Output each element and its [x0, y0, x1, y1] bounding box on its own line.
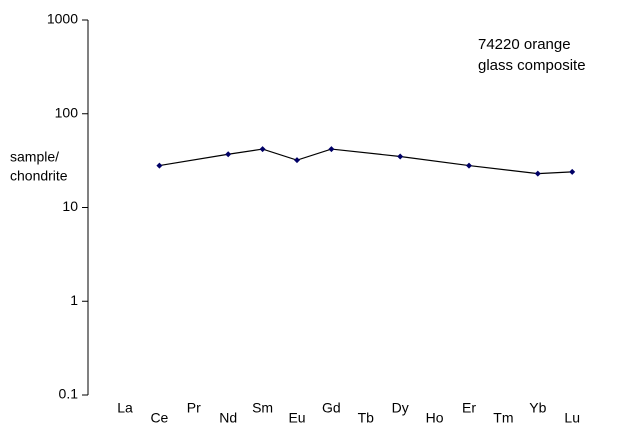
- y-tick-label: 1: [70, 292, 78, 308]
- x-tick-label: Ho: [426, 410, 444, 424]
- y-tick-label: 100: [55, 104, 79, 120]
- point: [397, 153, 404, 160]
- point: [534, 170, 541, 177]
- x-tick-label: Er: [462, 400, 476, 416]
- y-tick-label: 1000: [47, 11, 78, 27]
- point: [294, 157, 300, 164]
- x-tick-label: Pr: [187, 400, 201, 416]
- point: [466, 162, 472, 169]
- annotation: 74220 orange: [478, 36, 571, 53]
- y-tick-label: 10: [62, 198, 78, 214]
- y-tick-label: 0.1: [59, 386, 79, 402]
- point: [569, 168, 576, 175]
- x-tick-label: Ce: [150, 410, 168, 424]
- x-tick-label: Eu: [288, 410, 305, 424]
- x-tick-label: Nd: [219, 410, 237, 424]
- point: [328, 146, 335, 153]
- x-tick-label: Dy: [392, 400, 409, 416]
- series-line: [159, 148, 573, 175]
- x-tick-label: Sm: [252, 400, 273, 416]
- x-tick-label: Tb: [358, 410, 375, 424]
- annotation: glass composite: [478, 57, 586, 74]
- x-tick-label: Lu: [564, 410, 580, 424]
- y-axis-label: sample/: [10, 149, 59, 165]
- x-tick-label: La: [117, 400, 133, 416]
- point: [259, 146, 266, 153]
- y-axis-label: chondrite: [10, 168, 68, 184]
- point: [156, 162, 163, 169]
- point: [225, 151, 232, 158]
- x-tick-label: Yb: [529, 400, 546, 416]
- x-tick-label: Tm: [493, 410, 513, 424]
- x-tick-label: Gd: [322, 400, 341, 416]
